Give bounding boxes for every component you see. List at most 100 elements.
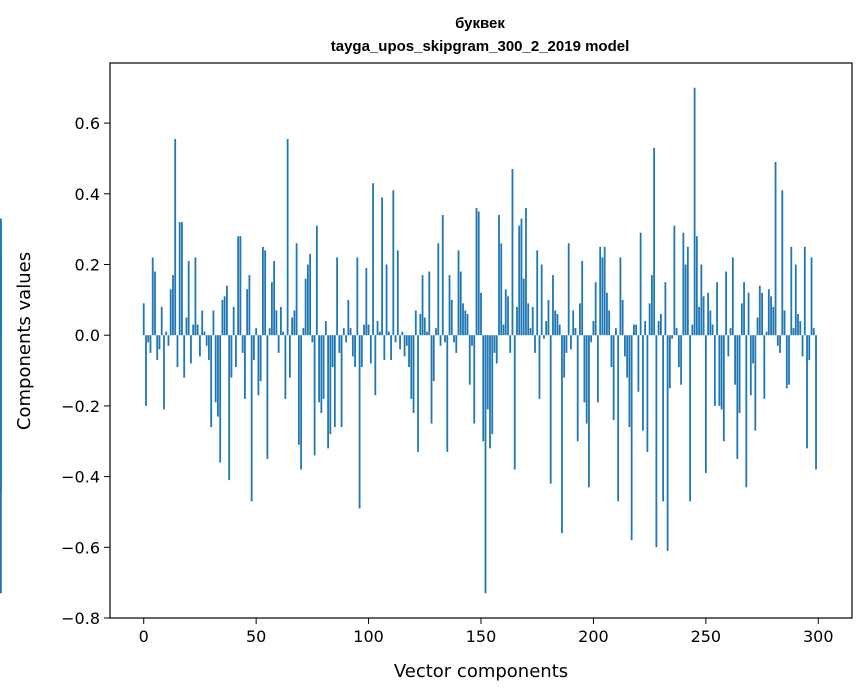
bar-171 — [527, 303, 530, 336]
y-axis-label: Components values — [14, 252, 35, 430]
bar-298 — [812, 328, 815, 336]
bar-5 — [154, 271, 156, 336]
bar-34 — [219, 335, 222, 463]
bar-281 — [774, 161, 777, 336]
bar-17 — [181, 222, 183, 336]
bar-263 — [734, 335, 736, 385]
bar-177 — [540, 264, 543, 336]
x-axis-label: Vector components — [394, 661, 568, 682]
bar-306 — [0, 218, 2, 336]
bar-98 — [363, 324, 365, 336]
bar-13 — [172, 275, 174, 336]
bar-121 — [414, 310, 417, 336]
bar-305 — [0, 335, 2, 491]
bar-144 — [466, 313, 469, 336]
bar-196 — [583, 335, 586, 403]
x-tick-label: 250 — [691, 627, 722, 646]
bar-148 — [475, 207, 478, 336]
bar-28 — [205, 335, 208, 346]
bar-122 — [417, 335, 419, 452]
bar-27 — [203, 331, 206, 336]
bar-29 — [208, 335, 210, 360]
bar-108 — [385, 264, 388, 336]
bar-278 — [767, 289, 770, 336]
bar-226 — [650, 275, 653, 336]
bar-135 — [446, 335, 449, 452]
bar-158 — [498, 215, 500, 336]
bar-276 — [763, 335, 766, 399]
bar-18 — [183, 335, 186, 378]
bar-128 — [430, 335, 433, 424]
bar-24 — [196, 324, 199, 336]
y-tick-label: −0.8 — [61, 609, 100, 628]
bar-273 — [756, 317, 759, 336]
bar-0 — [142, 303, 145, 336]
bar-65 — [288, 335, 291, 378]
bar-193 — [576, 335, 579, 442]
bar-160 — [502, 324, 505, 336]
bar-129 — [432, 335, 435, 382]
bar-262 — [731, 257, 734, 336]
bar-217 — [630, 335, 633, 541]
bar-33 — [217, 335, 219, 417]
bar-249 — [702, 296, 705, 336]
bar-254 — [713, 335, 716, 406]
bar-282 — [776, 335, 779, 346]
bar-80 — [322, 335, 325, 399]
bar-114 — [399, 335, 401, 350]
bar-153 — [486, 335, 489, 410]
bar-161 — [504, 289, 507, 336]
bar-115 — [401, 331, 404, 336]
bar-170 — [525, 207, 527, 336]
bar-119 — [410, 335, 413, 399]
bar-216 — [628, 335, 631, 428]
bar-260 — [727, 335, 730, 357]
bar-52 — [259, 335, 262, 382]
bar-295 — [806, 335, 808, 449]
bar-16 — [178, 222, 181, 336]
bar-23 — [194, 257, 197, 336]
bar-44 — [241, 335, 244, 353]
bar-150 — [480, 292, 482, 336]
bar-55 — [266, 335, 269, 459]
chart-title: буквек — [455, 15, 505, 32]
bar-201 — [594, 282, 597, 336]
bar-10 — [165, 331, 168, 336]
bar-228 — [655, 335, 658, 548]
bar-91 — [347, 299, 350, 336]
bar-106 — [381, 197, 383, 336]
bar-81 — [324, 321, 327, 336]
bar-61 — [279, 306, 282, 336]
bar-289 — [792, 328, 795, 336]
bar-82 — [327, 335, 329, 449]
bar-227 — [653, 147, 656, 336]
bar-95 — [356, 257, 359, 336]
bar-46 — [246, 289, 249, 336]
bar-146 — [471, 335, 473, 346]
y-tick-label: 0.0 — [75, 326, 100, 345]
bar-12 — [169, 289, 172, 336]
bar-26 — [201, 310, 204, 336]
bar-125 — [423, 317, 426, 336]
bar-45 — [244, 335, 246, 399]
bar-102 — [372, 183, 374, 336]
y-tick-label: −0.4 — [61, 468, 100, 487]
bar-252 — [709, 310, 712, 336]
bar-200 — [592, 321, 595, 336]
bar-25 — [199, 335, 201, 357]
bar-182 — [552, 275, 554, 336]
bar-54 — [264, 250, 267, 336]
bar-96 — [358, 335, 361, 509]
bar-155 — [491, 335, 494, 435]
bar-85 — [333, 335, 336, 428]
bar-194 — [579, 303, 581, 336]
bar-291 — [797, 313, 799, 336]
bar-232 — [664, 282, 667, 336]
bar-195 — [581, 260, 584, 336]
bar-58 — [273, 260, 276, 336]
bar-139 — [455, 335, 458, 353]
bar-296 — [808, 335, 811, 360]
bar-11 — [167, 335, 170, 346]
bar-76 — [313, 335, 316, 456]
bar-70 — [300, 335, 303, 470]
